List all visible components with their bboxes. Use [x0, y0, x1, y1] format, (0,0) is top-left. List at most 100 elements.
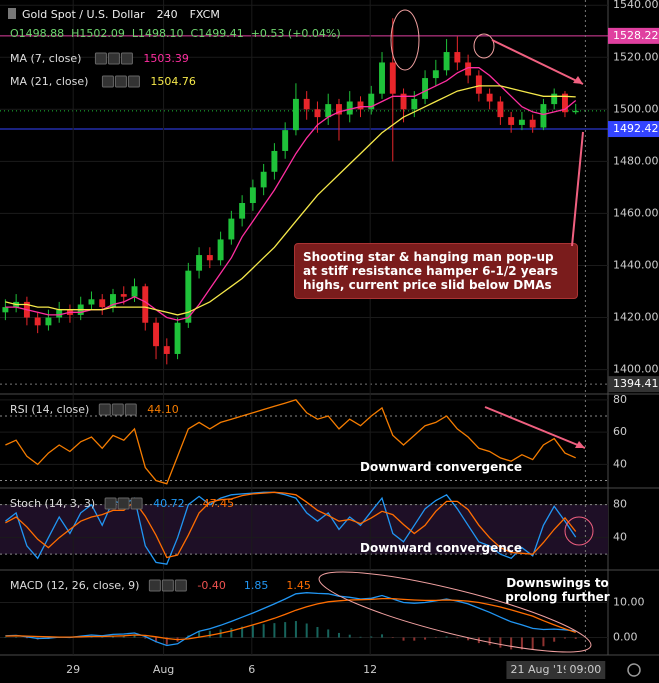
annotation-box: Downswings to prolong further [505, 576, 609, 604]
ohlc-readout: O1498.88 [10, 27, 64, 40]
histogram-bar [477, 637, 480, 644]
ohlc-readout: L1498.10 [132, 27, 184, 40]
candle-body [2, 307, 9, 313]
price-tag [608, 121, 659, 138]
histogram-bar [499, 637, 502, 648]
histogram-bar [144, 637, 147, 639]
histogram-bar [251, 625, 254, 638]
y-tick-label: 1420.00 [613, 311, 659, 324]
crosshair-label-box [506, 661, 574, 679]
candle-body [443, 52, 450, 71]
annotation: Downward convergence [360, 541, 523, 555]
legend-name: MA (7, close) [10, 52, 81, 65]
candle-body [465, 62, 472, 76]
candle-body [551, 93, 558, 105]
candle-body [196, 255, 203, 271]
legend-value: 44.10 [147, 403, 179, 416]
histogram-bar [531, 637, 534, 650]
histogram-bar [241, 626, 244, 638]
legend-value: 1504.76 [150, 75, 196, 88]
price-tag-label: 1492.42 [613, 122, 659, 135]
annotation: Downward convergence [360, 460, 523, 474]
candle-body [217, 239, 224, 261]
y-tick-label: 1520.00 [613, 50, 659, 63]
legend-value: 47.45 [203, 497, 235, 510]
candle-body [249, 187, 256, 204]
histogram-bar [122, 635, 125, 638]
y-tick-label: 10.00 [613, 596, 645, 609]
price-tag-label: 1528.22 [613, 29, 659, 42]
annotation: Shooting star & hanging man pop-up at st… [294, 243, 578, 299]
histogram-bar [198, 631, 201, 638]
histogram-bar [155, 637, 158, 643]
mark-layer [2, 18, 579, 650]
x-tick-label: 29 [66, 663, 80, 676]
candle-body [99, 299, 106, 308]
candle-body [357, 101, 364, 110]
legend-icon [161, 579, 174, 592]
histogram-bar [305, 623, 308, 638]
candle-body [228, 218, 235, 240]
annotation-box: Shooting star & hanging man pop-up at st… [294, 243, 578, 299]
line-series [5, 399, 576, 485]
candle-body [400, 93, 407, 110]
histogram-bar [359, 636, 362, 638]
price-tag-label: 1394.41 [613, 377, 659, 390]
candle-body [518, 119, 525, 125]
line-series [5, 491, 577, 565]
pane-title: MACD (12, 26, close, 9) [10, 579, 139, 592]
candle-body [120, 294, 127, 297]
source: FXCM [190, 8, 220, 21]
candle-body [422, 78, 429, 99]
legend-icon [127, 75, 140, 88]
y-tick-label: 80 [613, 498, 627, 511]
histogram-bar [553, 637, 556, 642]
histogram-bar [273, 623, 276, 638]
legend-icon [101, 75, 114, 88]
candle-body [303, 98, 310, 110]
candle-body [346, 101, 353, 115]
candle-body [45, 317, 52, 326]
histogram-bar [381, 634, 384, 638]
histogram-bar [488, 637, 491, 646]
candle-body [454, 52, 461, 63]
x-tick-label: 6 [248, 663, 255, 676]
legend-value: 1503.39 [143, 52, 189, 65]
crosshair-label-box [565, 661, 606, 679]
candle-body [508, 117, 515, 125]
candle-body [411, 98, 418, 110]
histogram-bar [327, 629, 330, 638]
histogram-bar [391, 637, 394, 638]
y-tick-label: 0.00 [613, 631, 638, 644]
x-tick-label: 21 Aug '19 [510, 663, 570, 676]
legend-icon [94, 52, 107, 65]
histogram-bar [424, 637, 427, 640]
candle-body [131, 286, 138, 297]
line-series [5, 491, 577, 559]
histogram-bar [520, 637, 523, 650]
y-tick-label: 80 [613, 393, 627, 406]
candle-body [572, 110, 579, 113]
line-series [5, 597, 576, 641]
candle-body [529, 119, 536, 128]
candle-body [88, 299, 95, 305]
legend-icon [107, 52, 120, 65]
candle-body [239, 203, 246, 219]
histogram-bar [445, 636, 448, 638]
legend-icon [130, 497, 143, 510]
candle-body [389, 62, 396, 94]
legend-value: 1.85 [244, 579, 269, 592]
candle-body [368, 93, 375, 110]
annotation-box: Downward convergence [360, 541, 523, 555]
candle-body [153, 322, 159, 347]
band [0, 504, 608, 555]
histogram-bar [165, 637, 168, 645]
candle-body [561, 93, 568, 113]
candle-body [292, 98, 299, 131]
text-layer: 1400.00 1420.00 1440.00 1460.00 1480.00 1500.… [8, 0, 659, 679]
candle-body [163, 346, 170, 354]
legend-icon [104, 497, 117, 510]
candle-body [142, 286, 149, 323]
candle-body [34, 317, 41, 326]
